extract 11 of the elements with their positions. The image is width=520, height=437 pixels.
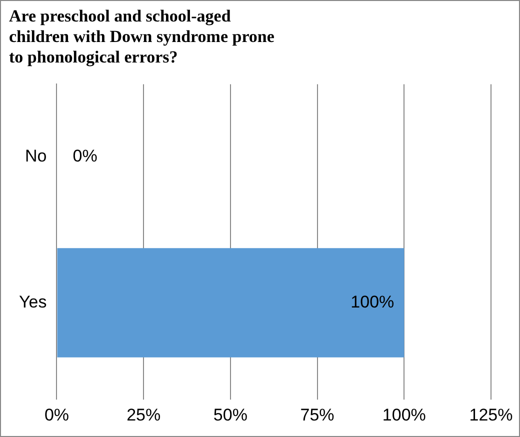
y-tick-label: No	[25, 146, 47, 166]
x-tick-label: 0%	[44, 405, 70, 424]
y-tick-label: Yes	[19, 292, 47, 312]
x-tick-label: 25%	[126, 405, 161, 424]
x-tick-label: 75%	[300, 405, 334, 424]
x-tick-label: 125%	[469, 405, 513, 424]
chart-title: Are preschool and school-aged children with Down syndrome prone to phonological errors?	[9, 6, 275, 66]
x-tick-label: 100%	[382, 405, 426, 424]
data-label: 100%	[350, 292, 394, 312]
data-label: 0%	[72, 146, 98, 166]
x-tick-label: 50%	[213, 405, 248, 424]
